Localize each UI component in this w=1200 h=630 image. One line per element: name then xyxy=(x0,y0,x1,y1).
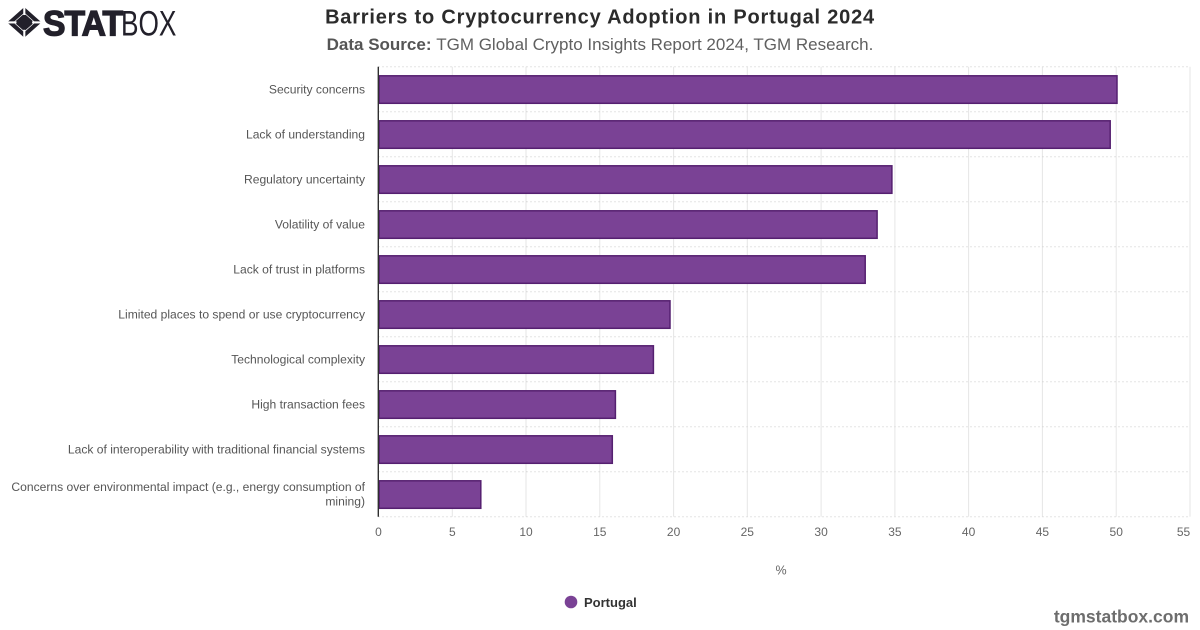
svg-text:15: 15 xyxy=(593,525,607,539)
svg-text:35: 35 xyxy=(888,525,902,539)
svg-text:40: 40 xyxy=(962,525,976,539)
svg-text:Technological complexity: Technological complexity xyxy=(231,352,366,366)
svg-text:30: 30 xyxy=(814,525,828,539)
svg-text:Security concerns: Security concerns xyxy=(269,82,365,96)
svg-text:20: 20 xyxy=(667,525,681,539)
svg-text:Data Source: TGM Global Crypto: Data Source: TGM Global Crypto Insights … xyxy=(327,35,874,54)
svg-text:10: 10 xyxy=(519,525,533,539)
svg-text:Regulatory uncertainty: Regulatory uncertainty xyxy=(244,172,366,186)
svg-text:55: 55 xyxy=(1177,525,1191,539)
svg-text:High transaction fees: High transaction fees xyxy=(251,397,365,411)
svg-text:Barriers to Cryptocurrency Ado: Barriers to Cryptocurrency Adoption in P… xyxy=(325,7,875,29)
svg-text:Concerns over environmental im: Concerns over environmental impact (e.g.… xyxy=(11,480,365,494)
svg-text:STAT: STAT xyxy=(43,5,123,44)
svg-text:25: 25 xyxy=(741,525,755,539)
svg-text:%: % xyxy=(775,564,786,578)
svg-text:Lack of understanding: Lack of understanding xyxy=(246,127,365,141)
svg-text:mining): mining) xyxy=(325,495,365,509)
svg-text:45: 45 xyxy=(1036,525,1050,539)
svg-text:0: 0 xyxy=(375,525,382,539)
svg-text:50: 50 xyxy=(1110,525,1124,539)
svg-text:BOX: BOX xyxy=(121,4,176,44)
svg-text:Lack of interoperability with: Lack of interoperability with traditiona… xyxy=(68,442,365,456)
svg-text:Lack of trust in platforms: Lack of trust in platforms xyxy=(233,262,365,276)
svg-text:Portugal: Portugal xyxy=(584,595,637,610)
svg-text:Volatility of value: Volatility of value xyxy=(275,217,365,231)
svg-text:tgmstatbox.com: tgmstatbox.com xyxy=(1054,607,1189,627)
svg-text:Limited places to spend or use: Limited places to spend or use cryptocur… xyxy=(118,307,366,321)
svg-text:5: 5 xyxy=(449,525,456,539)
